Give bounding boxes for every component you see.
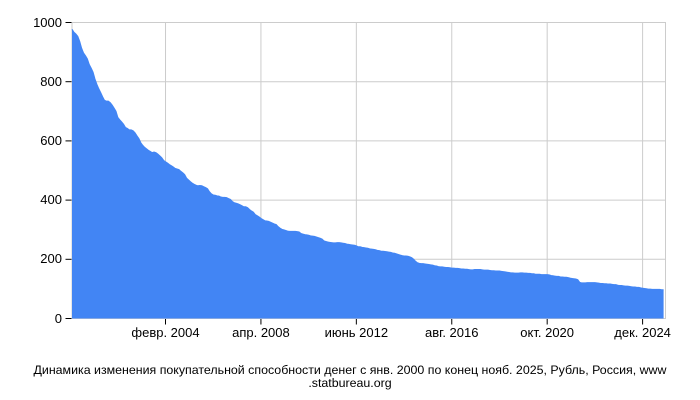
y-tick-label: 1000	[33, 14, 62, 30]
y-tick-label: 200	[40, 251, 62, 267]
x-tick-label: авг. 2016	[425, 325, 479, 340]
x-tick-label: окт. 2020	[520, 325, 575, 340]
x-tick-label: дек. 2024	[614, 325, 671, 340]
y-tick-label: 0	[54, 310, 62, 326]
caption-line-2: .statbureau.org	[308, 376, 392, 391]
y-tick-label: 600	[40, 132, 62, 148]
series-top-edge	[71, 28, 664, 291]
y-tick-label: 400	[40, 192, 62, 208]
x-tick-label: февр. 2004	[131, 325, 200, 340]
y-tick-label: 800	[40, 73, 62, 89]
x-tick-label: июнь 2012	[324, 325, 389, 340]
chart-caption: Динамика изменения покупательной способн…	[0, 363, 700, 391]
purchasing-power-area[interactable]	[72, 29, 664, 319]
x-tick-label: апр. 2008	[232, 325, 290, 340]
caption-line-1: Динамика изменения покупательной способн…	[33, 363, 667, 377]
